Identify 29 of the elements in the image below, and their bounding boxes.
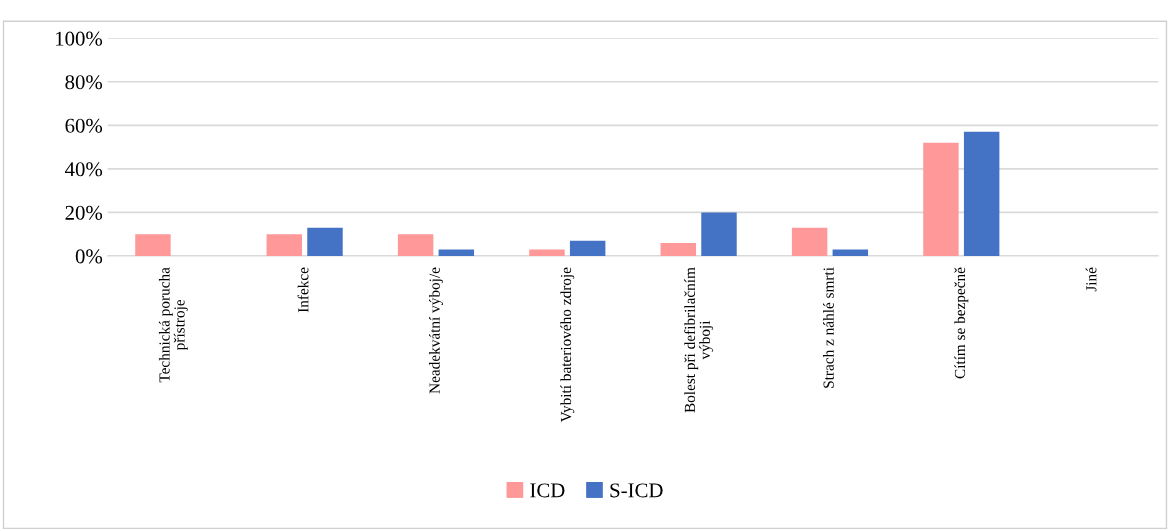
bar bbox=[135, 234, 171, 256]
x-tick-label: Bolest při defibrilačním výboji bbox=[684, 267, 714, 413]
y-tick-label: 100% bbox=[56, 31, 103, 46]
x-tick-label: Vybití bateriového zdroje bbox=[560, 267, 575, 423]
bar bbox=[660, 242, 697, 256]
bar bbox=[791, 227, 828, 256]
y-tick-label: 60% bbox=[65, 118, 103, 133]
bar bbox=[832, 249, 869, 256]
bar bbox=[569, 240, 606, 256]
y-tick-label: 40% bbox=[65, 162, 103, 177]
legend-label: S-ICD bbox=[610, 483, 663, 498]
y-tick-label: 20% bbox=[65, 205, 103, 220]
x-tick-label: Technická porucha přístroje bbox=[158, 267, 188, 383]
x-tick-label: Infekce bbox=[297, 267, 309, 313]
legend-label: ICD bbox=[530, 483, 565, 498]
bar bbox=[266, 234, 303, 256]
bar bbox=[963, 131, 1000, 256]
bar bbox=[529, 249, 565, 256]
x-tick-label: Strach z náhlé smrti bbox=[823, 267, 834, 388]
x-tick-label: Jiné bbox=[1085, 267, 1097, 292]
bar bbox=[923, 142, 959, 256]
x-tick-label: Neadekvátní výboj/e bbox=[429, 267, 443, 394]
bar bbox=[307, 227, 343, 256]
bar bbox=[701, 212, 737, 256]
x-tick-label: Cítím se bezpečně bbox=[954, 267, 969, 379]
y-tick-label: 80% bbox=[65, 75, 103, 90]
y-tick-label: 0% bbox=[75, 249, 103, 264]
bar bbox=[397, 234, 434, 256]
bar bbox=[438, 249, 475, 256]
